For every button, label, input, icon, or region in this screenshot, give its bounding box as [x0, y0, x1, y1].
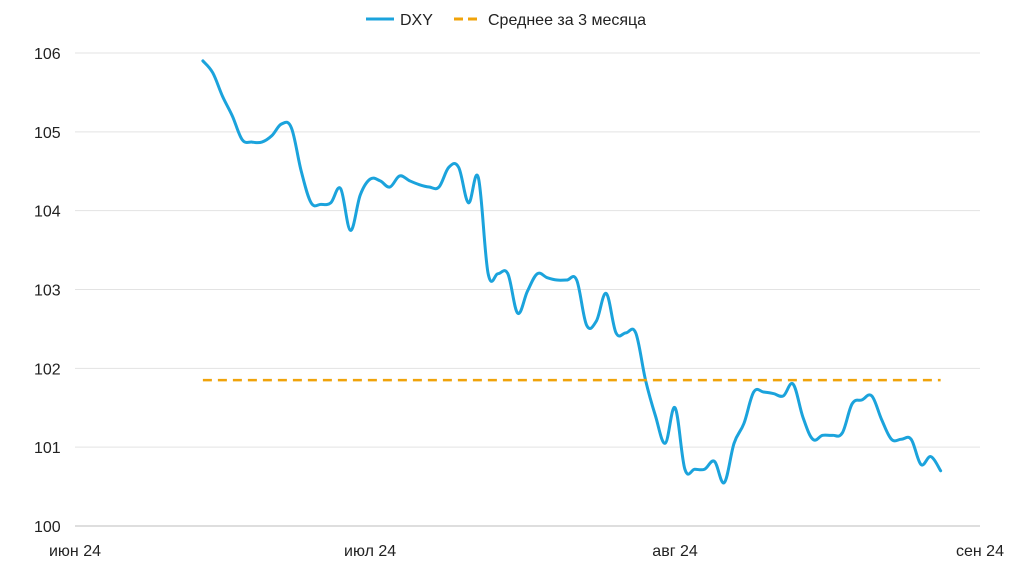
x-tick-label: сен 24	[956, 543, 1004, 560]
y-tick-label: 104	[34, 204, 61, 221]
legend: DXY Среднее за 3 месяца	[366, 12, 646, 29]
legend-label: DXY	[400, 12, 433, 29]
x-tick-label: июл 24	[344, 543, 396, 560]
gridlines	[75, 52, 980, 527]
y-tick-label: 100	[34, 519, 61, 536]
x-axis-ticks: июн 24 июл 24 авг 24 сен 24	[49, 543, 1004, 560]
y-tick-label: 101	[34, 440, 61, 457]
y-tick-label: 105	[34, 125, 61, 142]
y-tick-label: 102	[34, 361, 61, 378]
y-tick-label: 106	[34, 46, 61, 63]
x-tick-label: июн 24	[49, 543, 101, 560]
y-tick-label: 103	[34, 283, 61, 300]
legend-label: Среднее за 3 месяца	[488, 12, 646, 29]
series-layer	[201, 59, 943, 485]
y-axis-ticks: 100 101 102 103 104 105 106	[34, 46, 61, 536]
series-line-dxy	[201, 59, 943, 485]
x-tick-label: авг 24	[652, 543, 698, 560]
